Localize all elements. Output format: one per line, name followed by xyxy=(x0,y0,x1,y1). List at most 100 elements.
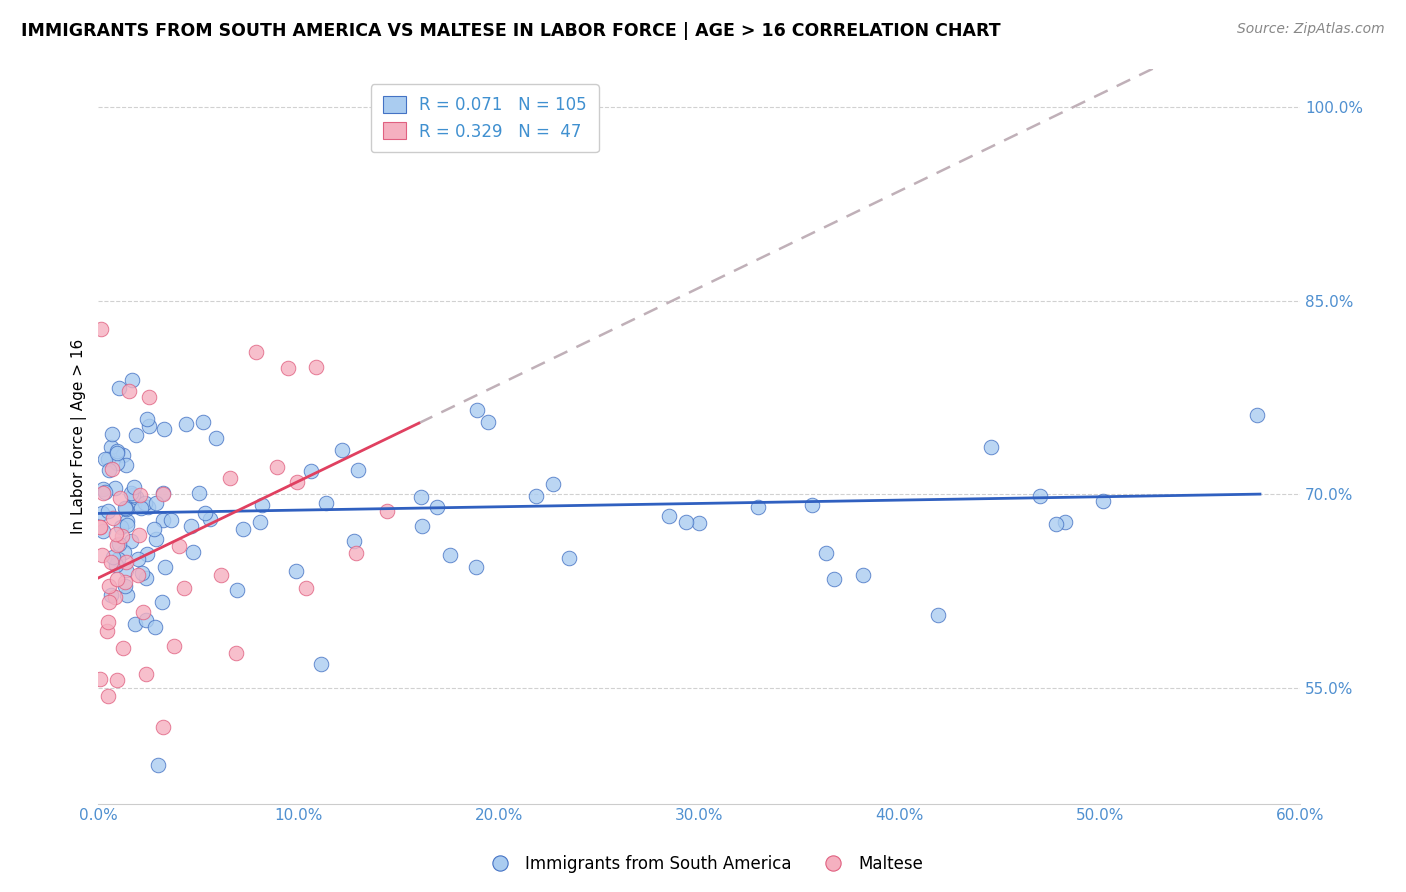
Point xyxy=(115,588,138,602)
Point xyxy=(541,477,564,491)
Point xyxy=(108,491,131,505)
Point xyxy=(191,415,214,429)
Point xyxy=(315,496,337,510)
Point xyxy=(145,533,167,547)
Point xyxy=(181,544,204,558)
Point xyxy=(104,590,127,604)
Point xyxy=(347,463,370,477)
Point xyxy=(125,428,148,442)
Point xyxy=(152,720,174,734)
Point xyxy=(852,567,875,582)
Point xyxy=(91,548,114,562)
Point xyxy=(129,500,152,515)
Point xyxy=(124,616,146,631)
Point xyxy=(132,605,155,619)
Point xyxy=(464,560,486,574)
Point xyxy=(688,516,710,530)
Point xyxy=(112,545,135,559)
Point xyxy=(136,500,159,514)
Point xyxy=(152,487,174,501)
Point xyxy=(477,415,499,429)
Point xyxy=(159,513,181,527)
Point xyxy=(1045,517,1067,532)
Point xyxy=(129,488,152,502)
Point xyxy=(131,566,153,580)
Point xyxy=(439,548,461,562)
Point xyxy=(105,527,128,541)
Point xyxy=(104,481,127,495)
Point xyxy=(89,520,111,534)
Point xyxy=(152,513,174,527)
Point xyxy=(344,546,367,560)
Point xyxy=(174,417,197,432)
Point xyxy=(127,568,149,582)
Point xyxy=(266,460,288,475)
Legend: Immigrants from South America, Maltese: Immigrants from South America, Maltese xyxy=(477,848,929,880)
Point xyxy=(800,498,823,512)
Point xyxy=(115,517,138,532)
Point xyxy=(108,381,131,395)
Point xyxy=(194,506,217,520)
Point xyxy=(465,403,488,417)
Point xyxy=(927,607,949,622)
Point xyxy=(97,503,120,517)
Point xyxy=(675,516,697,530)
Point xyxy=(127,552,149,566)
Point xyxy=(747,500,769,514)
Point xyxy=(135,571,157,585)
Point xyxy=(114,578,136,592)
Point xyxy=(107,444,129,458)
Point xyxy=(135,667,157,681)
Point xyxy=(304,359,326,374)
Point xyxy=(105,446,128,460)
Point xyxy=(110,520,132,534)
Point xyxy=(127,496,149,510)
Point xyxy=(97,615,120,630)
Point xyxy=(200,512,222,526)
Point xyxy=(180,519,202,533)
Point xyxy=(225,582,247,597)
Point xyxy=(524,489,547,503)
Point xyxy=(285,475,308,490)
Point xyxy=(138,418,160,433)
Point xyxy=(1246,408,1268,422)
Point xyxy=(115,555,138,569)
Point xyxy=(277,361,299,376)
Point xyxy=(375,504,398,518)
Point xyxy=(145,496,167,510)
Point xyxy=(111,529,134,543)
Point xyxy=(142,522,165,536)
Point xyxy=(138,391,160,405)
Point xyxy=(91,524,114,538)
Point xyxy=(122,487,145,501)
Point xyxy=(100,440,122,454)
Point xyxy=(411,519,433,533)
Point xyxy=(121,373,143,387)
Point xyxy=(91,482,114,496)
Point xyxy=(115,502,138,516)
Point xyxy=(122,479,145,493)
Point xyxy=(115,562,138,576)
Point xyxy=(98,463,121,477)
Point xyxy=(285,564,308,578)
Point xyxy=(250,499,273,513)
Point xyxy=(105,572,128,586)
Point xyxy=(135,613,157,627)
Point xyxy=(90,321,112,335)
Point xyxy=(426,500,449,515)
Point xyxy=(409,490,432,504)
Point xyxy=(299,464,322,478)
Point xyxy=(112,448,135,462)
Point xyxy=(150,595,173,609)
Point xyxy=(112,640,135,655)
Point xyxy=(225,647,247,661)
Point xyxy=(330,442,353,457)
Text: Source: ZipAtlas.com: Source: ZipAtlas.com xyxy=(1237,22,1385,37)
Point xyxy=(205,431,228,445)
Point xyxy=(115,458,138,473)
Point xyxy=(125,490,148,504)
Point xyxy=(117,514,139,528)
Point xyxy=(232,522,254,536)
Point xyxy=(219,470,242,484)
Legend: R = 0.071   N = 105, R = 0.329   N =  47: R = 0.071 N = 105, R = 0.329 N = 47 xyxy=(371,84,599,153)
